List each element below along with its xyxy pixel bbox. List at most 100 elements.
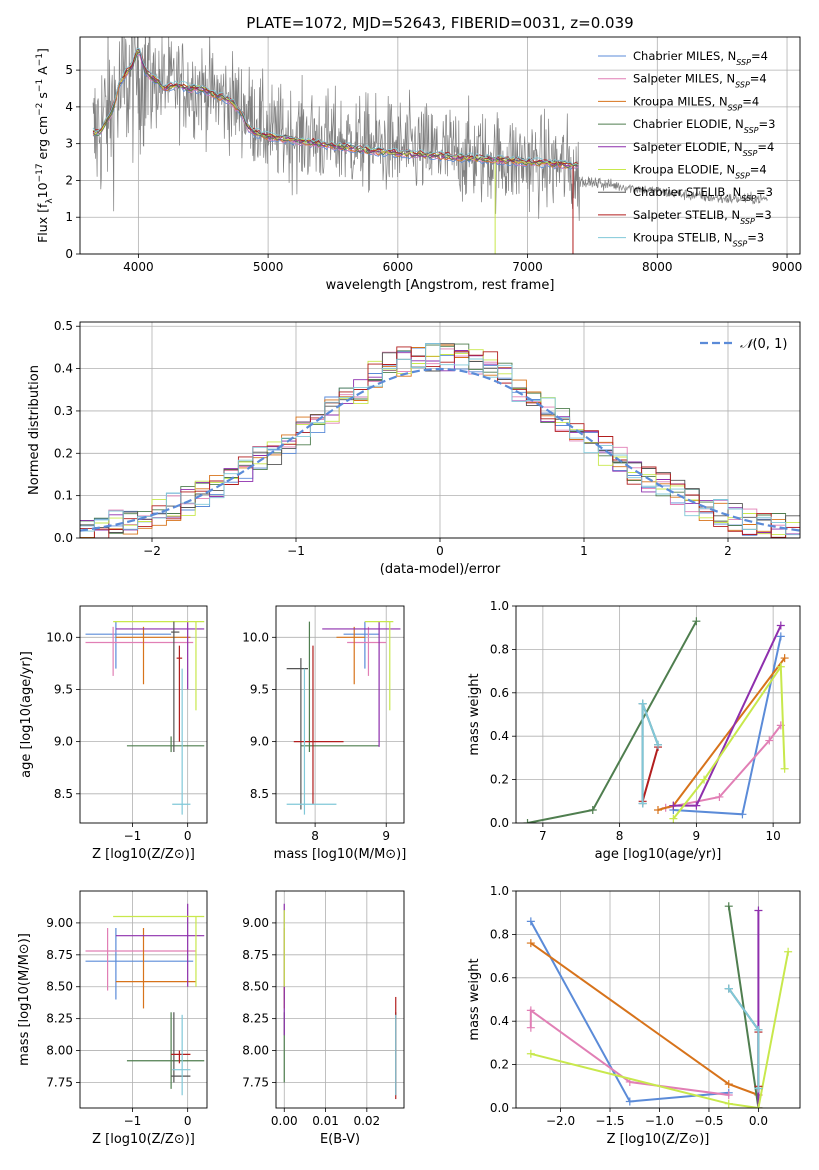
x-tick-label: 0.01	[312, 1114, 339, 1128]
axes-mass_weight_vs_age: 7 8 9 10 0.0 0.2 0.4 0.6 0.8 1.0 age [log10(age/yr…	[467, 599, 801, 862]
y-tick-label: 7.75	[46, 1075, 73, 1089]
axes-mass_vs_Z: −1 0 7.75 8.00 8.25 8.50 8.75 9.00 Z [log10(Z/Z⊙…	[17, 890, 208, 1147]
x-tick-label: −1.5	[595, 1114, 624, 1128]
frame	[515, 890, 801, 1109]
y-tick-label: 8.50	[46, 980, 73, 994]
y-tick-label: 0.4	[54, 362, 73, 376]
series-line	[672, 663, 786, 820]
y-tick-label: 8.75	[46, 948, 73, 962]
series-marker	[754, 906, 763, 915]
errorbar-chabrier-elodie	[300, 621, 380, 753]
series-marker	[715, 792, 724, 801]
x-tick-label: 8000	[642, 260, 673, 274]
axes-mass_weight_vs_Z: −2.0 −1.5 −1.0 −0.5 0.0 0.0 0.2 0.4 0.6 0.8 1.0 Z […	[467, 884, 801, 1147]
x-axis-label: (data-model)/error	[380, 562, 501, 577]
x-tick-label: −1	[287, 544, 305, 558]
histogram-kroupa-stelib	[80, 343, 800, 536]
series-marker	[724, 902, 733, 911]
y-tick-label: 0	[65, 247, 73, 261]
series-line	[530, 942, 759, 1096]
series-marker	[692, 801, 701, 810]
y-axis-label: age [log10(age/yr)]	[19, 651, 34, 778]
series-marker	[638, 699, 647, 708]
y-axis-label: Normed distribution	[27, 365, 42, 495]
y-tick-label: 8.50	[242, 980, 269, 994]
series-marker	[724, 1080, 733, 1089]
plot-area-mass_vs_ebv	[283, 903, 397, 1100]
figure-title: PLATE=1072, MJD=52643, FIBERID=0031, z=0…	[246, 14, 633, 32]
y-tick-label: 7.75	[242, 1075, 269, 1089]
series-marker	[776, 662, 785, 671]
legend-label: Chabrier STELIB, NSSP=3	[633, 185, 773, 203]
series-marker	[754, 1084, 763, 1093]
x-tick-label: −2.0	[546, 1114, 575, 1128]
series-chabrier-miles	[526, 917, 733, 1106]
series-marker	[669, 814, 678, 823]
series-chabrier-miles	[669, 632, 785, 819]
x-tick-label: 9000	[772, 260, 803, 274]
x-axis-label: Z [log10(Z/Z⊙)]	[92, 847, 195, 862]
x-tick-label: −1	[124, 1114, 142, 1128]
y-tick-label: 10.0	[46, 630, 73, 644]
y-tick-label: 9.00	[242, 916, 269, 930]
axes-residuals: −2 −1 0 1 2 0.0 0.1 0.2 0.3 0.4 0.5 (data-model)/er…	[27, 319, 801, 577]
axes-age_vs_Z: −1 0 8.5 9.0 9.5 10.0 Z [log10(Z/Z⊙)] age [log1…	[19, 605, 208, 862]
series-marker	[754, 1025, 763, 1034]
y-tick-label: 0.5	[54, 319, 73, 333]
y-tick-label: 8.25	[242, 1012, 269, 1026]
y-tick-label: 0.0	[490, 1101, 509, 1115]
series-kroupa-stelib	[638, 699, 662, 808]
y-tick-label: 2	[65, 173, 73, 187]
y-tick-label: 8.5	[54, 787, 73, 801]
x-axis-label: wavelength [Angstrom, rest frame]	[326, 278, 555, 293]
series-marker	[780, 764, 789, 773]
series-marker	[724, 1099, 733, 1108]
errorbar-kroupa-stelib	[286, 668, 337, 815]
errorbar-chabrier-stelib	[171, 1012, 191, 1083]
y-tick-label: 4	[65, 100, 73, 114]
x-tick-label: 6000	[383, 260, 414, 274]
legend-label: 𝒩(0, 1)	[740, 337, 787, 352]
errorbar-chabrier-stelib	[171, 621, 180, 753]
legend-label: Kroupa ELODIE, NSSP=4	[633, 163, 767, 181]
y-tick-label: 5	[65, 63, 73, 77]
errorbar-salpeter-elodie	[115, 903, 205, 987]
plot-area-age_vs_mass	[286, 621, 401, 815]
series-marker	[692, 617, 701, 626]
x-tick-label: 0.00	[271, 1114, 298, 1128]
series-salpeter-miles	[526, 1006, 733, 1099]
series-line	[657, 657, 786, 811]
plot-area-mass_weight_vs_Z	[526, 902, 793, 1108]
plot-area-spectrum	[92, 37, 768, 254]
y-tick-label: 8.25	[46, 1012, 73, 1026]
y-tick-label: 0.4	[490, 729, 509, 743]
legend-label: Salpeter ELODIE, NSSP=4	[633, 140, 774, 158]
errorbar-salpeter-stelib	[176, 645, 183, 742]
x-tick-label: −0.5	[694, 1114, 723, 1128]
y-axis-label: mass weight	[467, 958, 482, 1040]
series-marker	[526, 1049, 535, 1058]
series-marker	[526, 917, 535, 926]
axes-spectrum: 4000 5000 6000 7000 8000 9000 0 1 2 3 4 5 wavelength…	[35, 36, 803, 293]
errorbar-kroupa-miles	[115, 626, 191, 685]
errorbar-chabrier-elodie	[126, 736, 205, 753]
y-tick-label: 9.0	[250, 735, 269, 749]
x-tick-label: 8	[311, 829, 319, 843]
series-marker	[588, 805, 597, 814]
series-marker	[700, 775, 709, 784]
legend-label: Salpeter STELIB, NSSP=3	[633, 208, 772, 226]
series-line	[529, 1008, 729, 1096]
y-tick-label: 8.5	[250, 787, 269, 801]
y-tick-label: 0.6	[490, 971, 509, 985]
x-tick-label: 7000	[512, 260, 543, 274]
model-line-kroupa-stelib	[92, 47, 579, 165]
series-marker	[526, 939, 535, 948]
frame	[275, 605, 405, 824]
series-chabrier-elodie	[724, 902, 763, 1108]
series-kroupa-miles	[654, 654, 789, 814]
x-tick-label: 7	[539, 829, 547, 843]
errorbar-salpeter-stelib	[171, 1050, 191, 1064]
y-tick-label: 1	[65, 210, 73, 224]
data-spectrum	[92, 37, 768, 221]
y-tick-label: 9.00	[46, 916, 73, 930]
